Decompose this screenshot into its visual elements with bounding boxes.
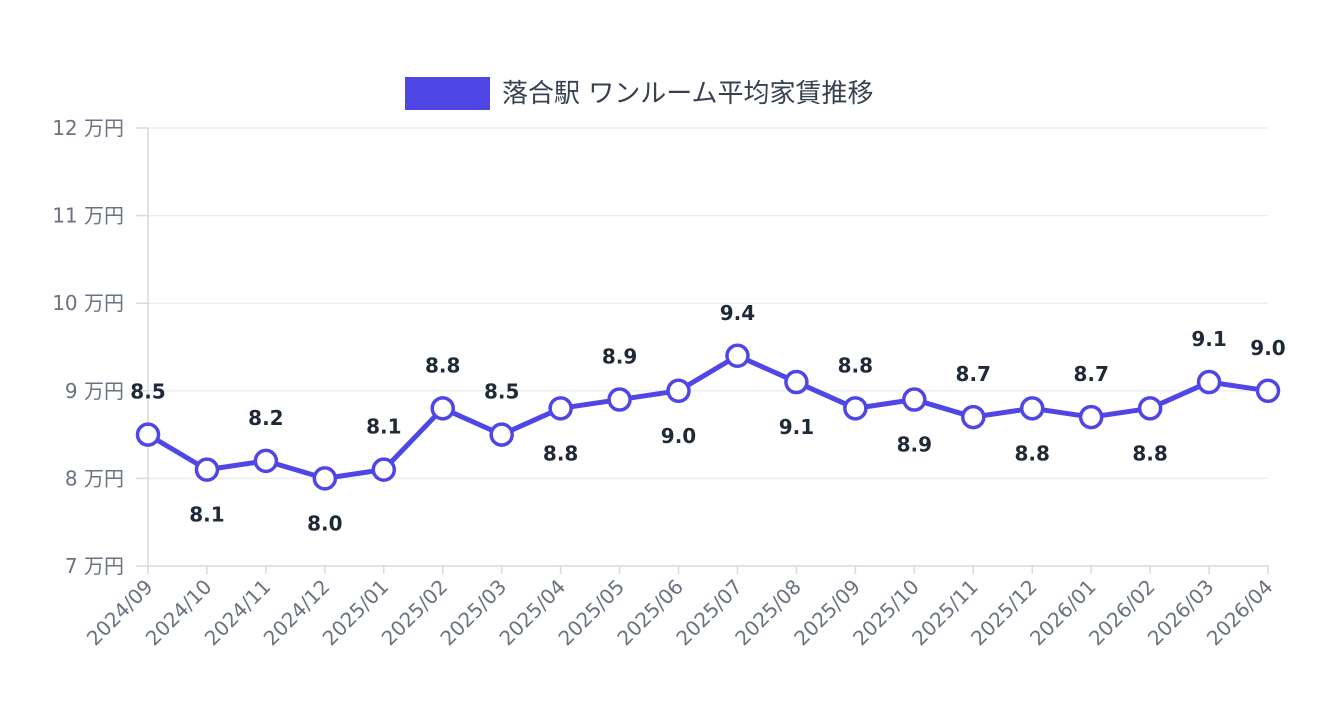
data-point[interactable] [1255, 378, 1281, 404]
y-axis-ticks: 7 万円 8 万円 9 万円 10 万円 11 万円 12 万円 [52, 116, 148, 578]
y-tick-label: 11 万円 [52, 204, 124, 228]
data-point[interactable] [371, 457, 397, 482]
data-label: 8.8 [543, 441, 578, 465]
data-label: 8.1 [366, 415, 401, 439]
legend-swatch[interactable] [405, 77, 490, 110]
data-label: 8.7 [956, 362, 991, 386]
legend[interactable]: 落合駅 ワンルーム平均家賃推移 [405, 77, 874, 110]
data-point[interactable] [607, 387, 632, 412]
data-label: 9.0 [661, 424, 696, 448]
data-label: 8.8 [838, 353, 873, 377]
x-axis-ticks: 2024/092024/102024/112024/122025/012025/… [82, 566, 1278, 650]
data-point[interactable] [135, 422, 161, 447]
data-point[interactable] [725, 343, 750, 369]
data-point[interactable] [253, 448, 279, 474]
data-point[interactable] [902, 387, 927, 412]
legend-label[interactable]: 落合駅 ワンルーム平均家賃推移 [502, 79, 874, 109]
data-labels: 8.5 8.1 8.2 8.0 8.1 8.8 8.5 8.8 8.9 9.0 9.4 9.1 8.8 8… [130, 301, 1285, 536]
data-label: 8.9 [602, 345, 637, 369]
data-label: 8.2 [248, 406, 283, 430]
data-point[interactable] [548, 396, 573, 421]
data-point[interactable] [194, 457, 220, 482]
data-label: 8.8 [425, 353, 460, 377]
y-tick-label: 8 万円 [65, 466, 124, 490]
grid-lines [148, 127, 1268, 480]
data-point[interactable] [843, 396, 868, 421]
data-label: 8.9 [897, 433, 932, 457]
data-point[interactable] [1196, 369, 1222, 395]
y-tick-label: 10 万円 [52, 291, 124, 315]
data-point[interactable] [961, 404, 986, 430]
data-label: 8.8 [1132, 441, 1167, 465]
data-label: 8.8 [1014, 441, 1049, 465]
y-tick-label: 7 万円 [65, 554, 124, 578]
data-label: 8.5 [130, 380, 165, 404]
data-label: 8.7 [1073, 362, 1108, 386]
data-points [135, 343, 1281, 491]
data-point[interactable] [1078, 404, 1104, 430]
data-label: 9.1 [1191, 327, 1226, 351]
data-point[interactable] [784, 369, 809, 395]
x-tick-label: 2026/04 [1202, 575, 1278, 651]
data-point[interactable] [312, 466, 338, 491]
data-label: 8.5 [484, 380, 519, 404]
data-label: 9.4 [720, 301, 755, 325]
data-point[interactable] [1019, 396, 1045, 421]
data-label: 8.1 [189, 503, 224, 527]
data-label: 8.0 [307, 511, 342, 535]
data-point[interactable] [489, 422, 514, 447]
y-tick-label: 9 万円 [65, 379, 124, 403]
y-tick-label: 12 万円 [52, 116, 124, 140]
data-point[interactable] [1137, 396, 1163, 421]
data-point[interactable] [430, 396, 455, 421]
axes [147, 128, 1268, 567]
data-label: 9.0 [1250, 336, 1285, 360]
data-label: 9.1 [779, 415, 814, 439]
data-point[interactable] [666, 378, 691, 404]
